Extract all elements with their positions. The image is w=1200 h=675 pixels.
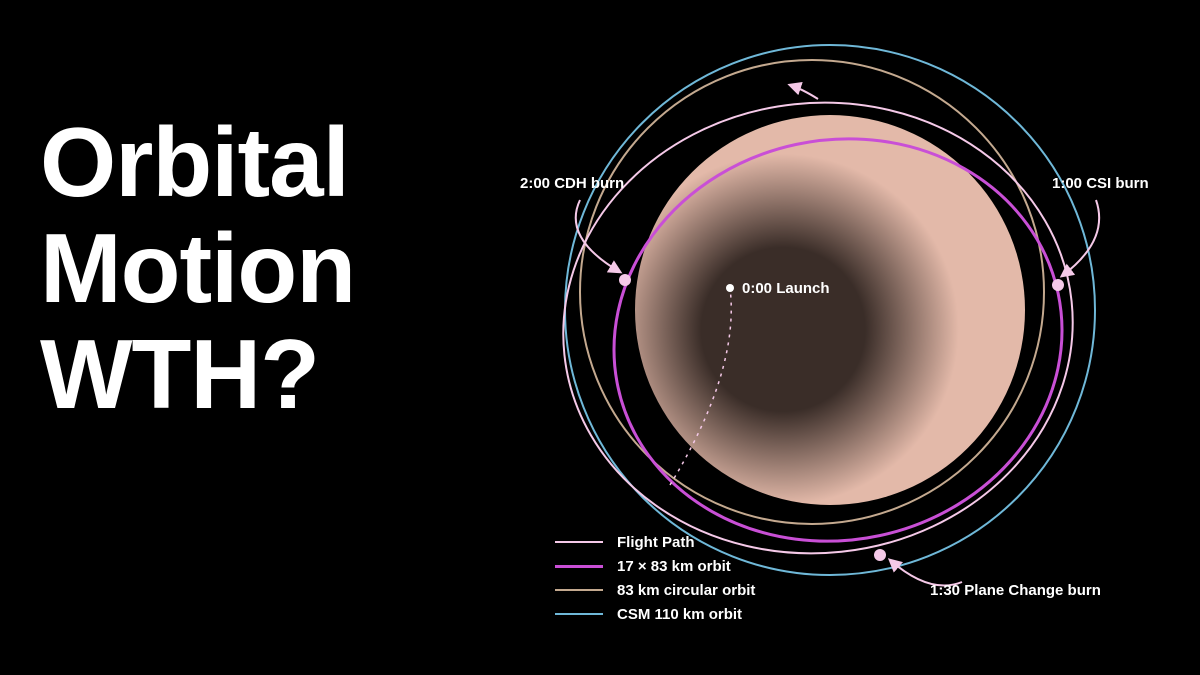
legend-swatch	[555, 565, 603, 568]
direction-arrow	[790, 85, 818, 99]
legend-row-csm: CSM 110 km orbit	[555, 602, 755, 626]
event-label-plane_change: 1:30 Plane Change burn	[930, 582, 1101, 599]
legend: Flight Path 17 × 83 km orbit 83 km circu…	[555, 530, 755, 626]
event-label-launch: 0:00 Launch	[742, 280, 830, 297]
planet-body	[635, 115, 1025, 505]
stage: Orbital Motion WTH? 0:0	[0, 0, 1200, 675]
legend-label: Flight Path	[617, 534, 695, 551]
legend-label: 83 km circular orbit	[617, 582, 755, 599]
legend-row-flight-path: Flight Path	[555, 530, 755, 554]
legend-row-17x83: 17 × 83 km orbit	[555, 554, 755, 578]
legend-swatch	[555, 613, 603, 615]
event-dot-plane_change	[874, 549, 886, 561]
event-label-csi: 1:00 CSI burn	[1052, 175, 1149, 192]
event-label-cdh: 2:00 CDH burn	[520, 175, 624, 192]
legend-label: CSM 110 km orbit	[617, 606, 742, 623]
legend-row-83km: 83 km circular orbit	[555, 578, 755, 602]
legend-swatch	[555, 589, 603, 591]
event-arrow-csi	[1062, 200, 1099, 276]
event-dot-launch	[726, 284, 734, 292]
event-dot-csi	[1052, 279, 1064, 291]
legend-swatch	[555, 541, 603, 543]
event-dot-cdh	[619, 274, 631, 286]
legend-label: 17 × 83 km orbit	[617, 558, 731, 575]
